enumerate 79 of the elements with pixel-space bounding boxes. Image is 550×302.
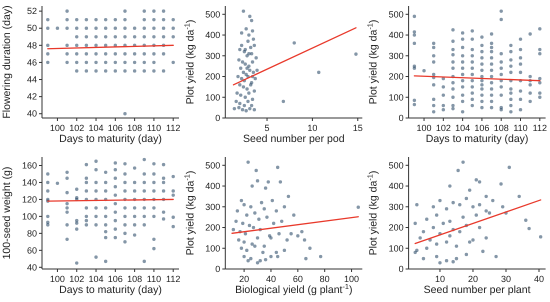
y-tick-label: 0 — [398, 113, 404, 123]
x-tick-label: 10 — [307, 123, 318, 133]
y-tick-label: 44 — [26, 74, 37, 85]
y-tick-label: 120 — [22, 194, 37, 204]
x-tick-label: 108 — [494, 123, 509, 133]
x-tick-label: 110 — [146, 274, 162, 284]
x-axis-title: Seed number per plant — [424, 284, 531, 296]
y-tick-label: 300 — [388, 202, 404, 212]
y-tick-label: 100 — [205, 243, 220, 254]
x-tick-label: 102 — [69, 123, 84, 133]
y-tick-label: 200 — [388, 222, 404, 233]
x-tick-label: 15 — [352, 123, 363, 133]
x-tick-label: 108 — [127, 123, 142, 133]
x-tick-label: 110 — [146, 123, 162, 133]
y-tick-label: 100 — [205, 92, 220, 102]
x-tick-label: 110 — [513, 123, 528, 133]
x-tick-label: 100 — [344, 274, 360, 284]
x-tick-label: 40 — [534, 274, 544, 284]
x-tick-label: 10 — [434, 274, 445, 284]
y-tick-label: 200 — [205, 222, 220, 233]
y-tick-label: 500 — [205, 160, 220, 170]
x-tick-label: 112 — [166, 123, 180, 133]
x-tick-label: 20 — [468, 274, 478, 284]
y-tick-label: 400 — [205, 30, 220, 40]
y-tick-label: 80 — [26, 228, 37, 238]
x-axis-title: Seed number per pod — [243, 133, 345, 145]
x-tick-label: 106 — [108, 123, 123, 133]
x-tick-label: 102 — [69, 274, 84, 284]
y-tick-label: 52 — [26, 6, 37, 16]
y-tick-label: 400 — [388, 30, 404, 40]
y-tick-label: 42 — [26, 92, 37, 102]
x-tick-label: 102 — [436, 123, 451, 133]
y-tick-label: 100 — [388, 243, 404, 254]
y-tick-label: 50 — [26, 23, 37, 34]
y-tick-label: 500 — [388, 9, 404, 20]
x-axis-title: Days to maturity (day) — [59, 284, 162, 296]
y-tick-label: 60 — [26, 245, 37, 256]
x-axis-title: Days to maturity (day) — [59, 133, 162, 145]
x-tick-label: 106 — [108, 274, 123, 284]
x-tick-label: 5 — [264, 123, 270, 133]
y-tick-label: 500 — [388, 160, 404, 170]
x-axis-title: Biological yield (g plant$^{-1}$) — [235, 282, 353, 296]
y-tick-label: 40 — [26, 262, 37, 272]
y-tick-label: 200 — [388, 72, 404, 82]
y-tick-label: 200 — [205, 72, 220, 82]
x-tick-label: 30 — [500, 274, 511, 284]
y-tick-label: 400 — [205, 181, 220, 192]
x-tick-label: 80 — [320, 274, 330, 284]
y-tick-label: 100 — [22, 211, 37, 222]
y-tick-label: 46 — [26, 57, 37, 68]
x-tick-label: 40 — [266, 274, 276, 284]
x-tick-label: 100 — [50, 123, 65, 133]
x-tick-label: 112 — [166, 274, 180, 284]
x-tick-label: 100 — [416, 123, 432, 133]
x-axis-title: Days to maturity (day) — [426, 133, 528, 145]
x-tick-label: 60 — [292, 274, 303, 284]
y-tick-label: 40 — [26, 108, 37, 119]
y-tick-label: 100 — [388, 92, 404, 102]
y-axis-title: Flowering duration (day) — [1, 5, 13, 119]
y-tick-label: 500 — [205, 9, 220, 20]
x-tick-label: 108 — [127, 274, 142, 284]
y-tick-label: 300 — [205, 202, 220, 212]
y-axis-title: 100-seed weight (g) — [1, 166, 13, 260]
y-tick-label: 140 — [22, 177, 37, 188]
y-tick-label: 300 — [205, 50, 220, 61]
x-tick-label: 104 — [455, 123, 470, 133]
x-tick-label: 100 — [50, 274, 65, 284]
y-tick-label: 0 — [215, 264, 220, 274]
y-tick-label: 0 — [398, 264, 404, 274]
y-tick-label: 160 — [22, 160, 37, 170]
y-tick-label: 300 — [388, 50, 404, 61]
y-tick-label: 400 — [388, 181, 404, 192]
x-tick-label: 20 — [239, 274, 250, 284]
y-tick-label: 48 — [26, 40, 37, 50]
x-tick-label: 106 — [474, 123, 490, 133]
x-tick-label: 104 — [88, 123, 104, 133]
x-tick-label: 112 — [532, 123, 547, 133]
x-tick-label: 104 — [88, 274, 104, 284]
y-tick-label: 0 — [215, 113, 220, 123]
